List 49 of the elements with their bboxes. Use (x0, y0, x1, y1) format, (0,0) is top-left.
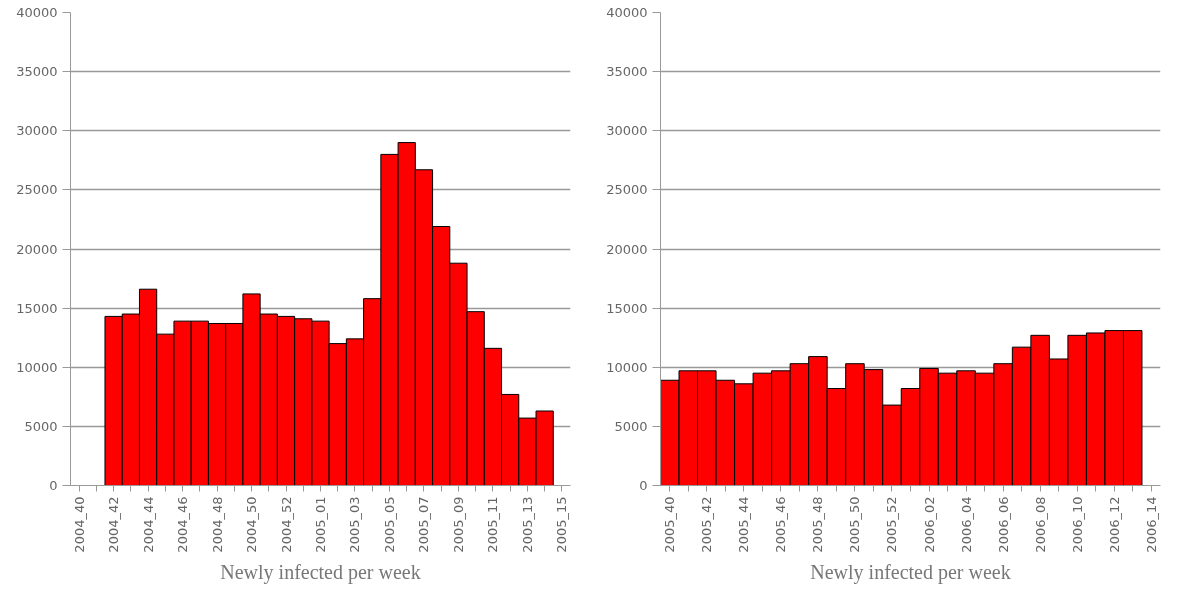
x-axis-title: Newly infected per week (810, 560, 1011, 584)
y-tick-label: 25000 (606, 182, 648, 198)
x-tick-label: 2005_42 (699, 496, 715, 553)
y-tick-label: 5000 (614, 418, 648, 434)
y-tick-label: 0 (49, 478, 58, 493)
y-tick-label: 30000 (16, 123, 58, 139)
x-tick-label: 2005_03 (347, 496, 363, 553)
x-tick-label: 2005_15 (554, 496, 570, 553)
y-tick-label: 35000 (16, 64, 58, 80)
y-tick-label: 5000 (24, 418, 58, 434)
y-tick-label: 10000 (606, 359, 648, 375)
x-tick-label: 2005_48 (810, 496, 826, 553)
y-tick-label: 20000 (606, 241, 648, 257)
x-tick-label: 2006_06 (995, 496, 1011, 553)
y-tick-label: 30000 (606, 123, 648, 139)
x-tick-label: 2005_09 (450, 496, 466, 553)
x-tick-label: 2005_13 (519, 496, 535, 553)
x-tick-label: 2004_42 (106, 496, 122, 553)
x-tick-label: 2004_50 (244, 496, 260, 553)
x-tick-label: 2004_52 (278, 496, 294, 553)
x-tick-label: 2005_11 (485, 496, 501, 553)
x-tick-label: 2005_46 (773, 496, 789, 553)
y-tick-label: 15000 (16, 300, 58, 316)
y-tick-label: 35000 (606, 64, 648, 80)
x-tick-label: 2005_05 (381, 496, 397, 553)
x-tick-label: 2004_40 (71, 496, 87, 553)
y-tick-label: 40000 (16, 5, 58, 20)
x-tick-label: 2006_14 (1143, 496, 1159, 553)
x-tick-label: 2004_44 (140, 496, 156, 553)
y-tick-label: 40000 (606, 5, 648, 20)
x-tick-label: 2006_10 (1069, 496, 1085, 553)
x-tick-label: 2006_02 (921, 496, 937, 553)
x-tick-label: 2004_46 (175, 496, 191, 553)
x-axis-title: Newly infected per week (220, 560, 421, 584)
x-tick-label: 2005_44 (736, 496, 752, 553)
y-tick-label: 20000 (16, 241, 58, 257)
x-tick-label: 2004_48 (209, 496, 225, 553)
x-tick-label: 2005_50 (847, 496, 863, 553)
x-tick-label: 2005_52 (884, 496, 900, 553)
x-tick-label: 2005_40 (662, 496, 678, 553)
x-tick-label: 2005_01 (313, 496, 328, 553)
x-tick-label: 2005_07 (416, 496, 432, 553)
x-tick-label: 2006_08 (1032, 496, 1048, 553)
x-tick-label: 2006_12 (1106, 496, 1122, 553)
y-tick-label: 25000 (16, 182, 58, 198)
y-tick-label: 10000 (16, 359, 58, 375)
x-tick-label: 2006_04 (958, 496, 974, 553)
y-tick-label: 15000 (606, 300, 648, 316)
y-tick-label: 0 (639, 478, 648, 493)
